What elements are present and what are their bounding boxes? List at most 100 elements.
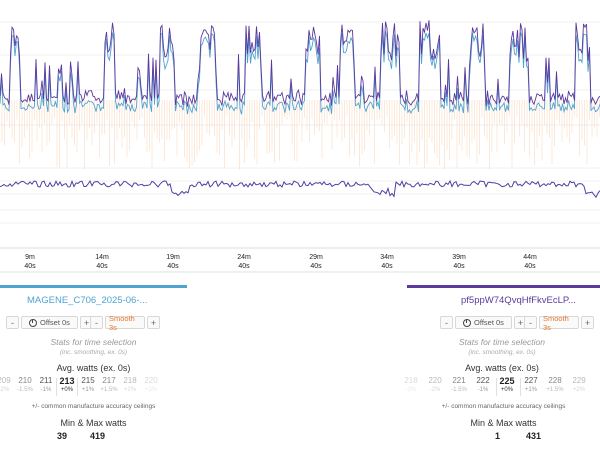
offset-reset-button[interactable]: Offset 0s bbox=[21, 316, 78, 329]
accuracy-note: +/- common manufacture accuracy ceilings bbox=[441, 403, 566, 410]
accuracy-cell: 228 +1.5% bbox=[545, 376, 565, 395]
accuracy-value: 209 bbox=[0, 376, 11, 385]
accuracy-note: +/- common manufacture accuracy ceilings bbox=[31, 403, 156, 410]
power-trace-left-device bbox=[0, 29, 600, 115]
time-tick: 9m 40s bbox=[10, 253, 50, 271]
smooth-label: Smooth 3s bbox=[109, 313, 135, 332]
accuracy-percent: +2% bbox=[572, 387, 586, 393]
clock-icon bbox=[29, 318, 38, 327]
accuracy-cell: 218 -3% bbox=[401, 376, 421, 395]
time-tick: 19m 40s bbox=[153, 253, 193, 271]
accuracy-percent: -1.5% bbox=[17, 387, 33, 393]
accuracy-percent: +3% bbox=[144, 387, 158, 393]
accuracy-cell: 220 +3% bbox=[141, 376, 161, 395]
accuracy-value: 228 bbox=[548, 376, 562, 385]
accuracy-range: 218 -3% 220 -2% 221 -1.5% 222 -1% 225 +0% 227 +1% 22… bbox=[404, 376, 600, 398]
time-tick-minutes: 34m bbox=[380, 254, 394, 261]
device-title[interactable]: MAGENE_C706_2025-06-... bbox=[27, 295, 148, 306]
offset-decrease-button[interactable]: - bbox=[6, 316, 19, 329]
accuracy-cell: 227 +1% bbox=[521, 376, 541, 395]
stats-subcaption: (inc. smoothing, ex. 0s) bbox=[59, 349, 128, 356]
accuracy-percent: -2% bbox=[0, 387, 10, 393]
device-color-bar bbox=[407, 285, 600, 288]
smooth-setting[interactable]: Smooth 3s bbox=[105, 313, 145, 332]
power-chart-canvas[interactable] bbox=[0, 0, 600, 275]
clock-icon bbox=[463, 318, 472, 327]
stats-caption: Stats for time selection bbox=[50, 337, 137, 347]
time-tick-minutes: 9m bbox=[25, 254, 35, 261]
accuracy-cell: 229 +2% bbox=[569, 376, 589, 395]
accuracy-cell: 220 -2% bbox=[425, 376, 445, 395]
accuracy-separator bbox=[56, 378, 57, 396]
minmax-label: Min & Max watts bbox=[470, 418, 537, 428]
accuracy-separator bbox=[520, 378, 521, 396]
avg-watts-label: Avg. watts (ex. 0s) bbox=[56, 363, 131, 373]
accuracy-percent: -3% bbox=[405, 387, 417, 393]
smooth-decrease-button[interactable]: - bbox=[524, 316, 537, 329]
accuracy-percent: -1.5% bbox=[451, 387, 467, 393]
offset-decrease-button[interactable]: - bbox=[440, 316, 453, 329]
accuracy-percent: -1% bbox=[40, 387, 52, 393]
max-watts: 431 bbox=[526, 431, 542, 441]
accuracy-percent: +1.5% bbox=[546, 387, 564, 393]
time-tick-minutes: 14m bbox=[95, 254, 109, 261]
stats-caption: Stats for time selection bbox=[459, 337, 545, 347]
offset-label: Offset 0s bbox=[40, 318, 70, 327]
avg-watts-label: Avg. watts (ex. 0s) bbox=[465, 363, 539, 373]
accuracy-percent: +1% bbox=[524, 387, 538, 393]
accuracy-value: 218 bbox=[404, 376, 418, 385]
max-watts: 419 bbox=[90, 431, 106, 441]
time-tick-seconds: 40s bbox=[167, 263, 179, 270]
accuracy-percent: -1% bbox=[477, 387, 489, 393]
device-controls: - Offset 0s + - Smooth 3s + bbox=[6, 313, 160, 332]
device-controls: - Offset 0s + - Smooth 3s + bbox=[440, 313, 600, 332]
difference-trace bbox=[0, 179, 600, 199]
accuracy-cell: 222 -1% bbox=[473, 376, 493, 395]
time-tick-minutes: 44m bbox=[523, 254, 537, 261]
time-tick-seconds: 40s bbox=[24, 263, 36, 270]
accuracy-value: 221 bbox=[452, 376, 466, 385]
accuracy-value: 222 bbox=[476, 376, 490, 385]
min-watts: 1 bbox=[495, 431, 501, 441]
time-tick: 29m 40s bbox=[296, 253, 336, 271]
accuracy-value: 220 bbox=[428, 376, 442, 385]
device-panel-right: pf5ppW74QvqHfFkvEcLP... - Offset 0s + - … bbox=[404, 285, 600, 441]
time-tick-minutes: 39m bbox=[452, 254, 466, 261]
smooth-increase-button[interactable]: + bbox=[147, 316, 160, 329]
time-tick: 24m 40s bbox=[224, 253, 264, 271]
time-tick-minutes: 29m bbox=[309, 254, 323, 261]
smooth-label: Smooth 3s bbox=[543, 313, 569, 332]
time-tick-seconds: 40s bbox=[453, 263, 465, 270]
device-color-bar bbox=[0, 285, 187, 288]
power-chart[interactable]: 9m 40s 14m 40s 19m 40s 24m 40s 29m 40s 34m 40s 39m 40… bbox=[0, 0, 600, 275]
offset-reset-button[interactable]: Offset 0s bbox=[455, 316, 512, 329]
time-tick: 34m 40s bbox=[367, 253, 407, 271]
accuracy-value: 218 bbox=[123, 376, 137, 385]
accuracy-value: 217 bbox=[102, 376, 116, 385]
time-tick-minutes: 24m bbox=[237, 254, 251, 261]
smooth-decrease-button[interactable]: - bbox=[90, 316, 103, 329]
accuracy-separator bbox=[77, 378, 78, 396]
time-tick-seconds: 40s bbox=[96, 263, 108, 270]
accuracy-range: 209-2%210-1.5%211-1%213+0%215+1%217+1.5%… bbox=[0, 376, 187, 398]
time-tick: 14m 40s bbox=[82, 253, 122, 271]
accuracy-cell: 211 -1% bbox=[36, 376, 56, 395]
accuracy-separator bbox=[496, 378, 497, 396]
time-tick-seconds: 40s bbox=[381, 263, 393, 270]
device-title[interactable]: pf5ppW74QvqHfFkvEcLP... bbox=[461, 295, 576, 306]
accuracy-cell: 221 -1.5% bbox=[449, 376, 469, 395]
smoothing-residual-trace bbox=[1, 100, 600, 170]
time-tick-minutes: 19m bbox=[166, 254, 180, 261]
device-panel-left: MAGENE_C706_2025-06-... - Offset 0s + - … bbox=[0, 285, 187, 441]
power-trace-right-device bbox=[0, 20, 600, 107]
smooth-setting[interactable]: Smooth 3s bbox=[539, 313, 579, 332]
accuracy-percent: +1% bbox=[81, 387, 95, 393]
offset-increase-button[interactable]: + bbox=[80, 316, 93, 329]
time-tick-seconds: 40s bbox=[238, 263, 250, 270]
accuracy-value: 220 bbox=[144, 376, 158, 385]
accuracy-value: 213 bbox=[59, 376, 75, 386]
smooth-increase-button[interactable]: + bbox=[581, 316, 594, 329]
accuracy-cell: 209-2% bbox=[0, 376, 14, 395]
accuracy-value: 229 bbox=[572, 376, 586, 385]
